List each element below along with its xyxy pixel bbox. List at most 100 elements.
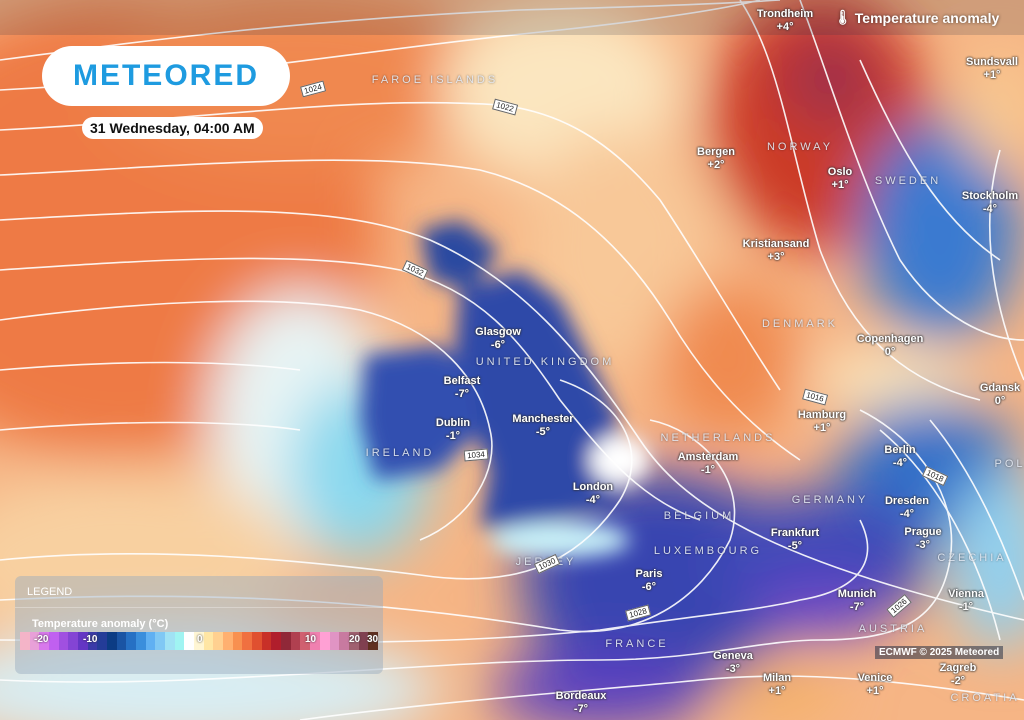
scale-label: -10 xyxy=(83,634,98,645)
city-temperature: 0° xyxy=(884,346,896,358)
city-label[interactable]: Sundsvall +1° xyxy=(966,56,1018,82)
city-name: Manchester xyxy=(512,413,574,425)
city-temperature: -4° xyxy=(899,508,915,520)
city-temperature: -4° xyxy=(982,203,998,215)
city-label[interactable]: Dresden -4° xyxy=(885,495,929,521)
color-swatch xyxy=(339,632,349,650)
city-label[interactable]: Copenhagen 0° xyxy=(857,333,924,359)
country-label: LUXEMBOURG xyxy=(653,545,763,557)
city-name: Gdansk xyxy=(979,382,1021,394)
city-temperature: +2° xyxy=(707,159,725,171)
city-temperature: -7° xyxy=(454,388,470,400)
country-label: BELGIUM xyxy=(663,510,735,522)
color-swatch xyxy=(145,632,156,650)
color-swatch xyxy=(213,632,224,650)
city-name: Geneva xyxy=(713,650,753,662)
city-temperature: -7° xyxy=(849,601,865,613)
layer-title-text: Temperature anomaly xyxy=(854,9,1000,26)
city-label[interactable]: Zagreb -2° xyxy=(940,662,977,688)
color-swatch xyxy=(310,632,320,650)
city-label[interactable]: Oslo +1° xyxy=(828,166,852,192)
color-swatch xyxy=(223,632,233,650)
legend-panel: LEGEND Temperature anomaly (°C) -20 -10 … xyxy=(15,576,383,674)
city-label[interactable]: Munich -7° xyxy=(838,588,877,614)
city-name: Bordeaux xyxy=(555,690,607,702)
color-swatch xyxy=(290,632,301,650)
city-label[interactable]: Berlin -4° xyxy=(884,444,915,470)
city-name: Venice xyxy=(857,672,893,684)
color-swatch xyxy=(174,632,185,650)
city-temperature: -1° xyxy=(700,464,716,476)
city-label[interactable]: Geneva -3° xyxy=(713,650,753,676)
city-label[interactable]: Gdansk 0° xyxy=(980,382,1020,408)
country-label: NETHERLANDS xyxy=(660,432,776,444)
city-label[interactable]: Stockholm -4° xyxy=(962,190,1018,216)
country-label: CZECHIA xyxy=(937,552,1007,564)
country-label: CROATIA xyxy=(950,692,1020,704)
color-swatch xyxy=(300,632,311,650)
color-swatch xyxy=(184,632,195,650)
color-swatch xyxy=(58,632,69,650)
country-label: NORWAY xyxy=(766,141,834,153)
color-swatch xyxy=(49,632,59,650)
color-swatch xyxy=(194,632,204,650)
city-temperature: +3° xyxy=(767,251,785,263)
city-temperature: -5° xyxy=(787,540,803,552)
color-swatch xyxy=(358,632,369,650)
city-name: Zagreb xyxy=(939,662,977,674)
city-label[interactable]: Amsterdam -1° xyxy=(678,451,739,477)
city-temperature: -6° xyxy=(490,339,506,351)
city-temperature: -3° xyxy=(915,539,931,551)
color-swatch xyxy=(107,632,117,650)
city-label[interactable]: Bergen +2° xyxy=(697,146,735,172)
city-label[interactable]: Trondheim +4° xyxy=(757,8,813,34)
color-swatch xyxy=(261,632,272,650)
city-label[interactable]: Frankfurt -5° xyxy=(771,527,819,553)
city-label[interactable]: London -4° xyxy=(573,481,613,507)
city-name: Hamburg xyxy=(797,409,847,421)
country-label: GERMANY xyxy=(791,494,869,506)
color-swatch xyxy=(329,632,340,650)
country-label: IRELAND xyxy=(365,447,435,459)
city-label[interactable]: Prague -3° xyxy=(904,526,941,552)
scale-label: -20 xyxy=(34,634,49,645)
layer-title: 🌡 Temperature anomaly xyxy=(834,9,999,26)
city-temperature: 0° xyxy=(994,395,1006,407)
color-swatch xyxy=(242,632,253,650)
city-label[interactable]: Glasgow -6° xyxy=(475,326,521,352)
color-swatch xyxy=(232,632,243,650)
color-swatch xyxy=(78,632,88,650)
color-swatch xyxy=(348,632,359,650)
country-label: AUSTRIA xyxy=(858,623,928,635)
city-temperature: -1° xyxy=(445,430,461,442)
scale-label: 10 xyxy=(305,634,317,645)
color-swatch xyxy=(281,632,291,650)
city-label[interactable]: Vienna -1° xyxy=(948,588,984,614)
city-label[interactable]: Dublin -1° xyxy=(436,417,470,443)
city-temperature: +1° xyxy=(983,69,1001,81)
city-temperature: +1° xyxy=(866,685,884,697)
meteored-logo[interactable]: METEORED xyxy=(42,46,290,106)
city-label[interactable]: Hamburg +1° xyxy=(798,409,846,435)
city-label[interactable]: Milan +1° xyxy=(763,672,791,698)
country-label: FAROE ISLANDS xyxy=(371,74,499,86)
city-label[interactable]: Venice +1° xyxy=(858,672,893,698)
top-bar xyxy=(0,0,1024,35)
city-label[interactable]: Paris -6° xyxy=(636,568,663,594)
city-label[interactable]: Bordeaux -7° xyxy=(556,690,607,716)
country-label: DENMARK xyxy=(761,318,839,330)
scale-label: 20 xyxy=(349,634,361,645)
city-label[interactable]: Kristiansand +3° xyxy=(743,238,810,264)
city-label[interactable]: Belfast -7° xyxy=(444,375,481,401)
legend-subtitle: Temperature anomaly (°C) xyxy=(32,618,169,630)
city-temperature: -6° xyxy=(641,581,657,593)
scale-label: 30 xyxy=(367,634,379,645)
brand-text: METEORED xyxy=(72,59,259,92)
city-label[interactable]: Manchester -5° xyxy=(512,413,573,439)
city-temperature: -5° xyxy=(535,426,551,438)
city-name: Belfast xyxy=(443,375,481,387)
country-label: UNITED KINGDOM xyxy=(475,356,615,368)
city-name: Dublin xyxy=(435,417,471,429)
isobar-label: 1034 xyxy=(463,448,489,462)
